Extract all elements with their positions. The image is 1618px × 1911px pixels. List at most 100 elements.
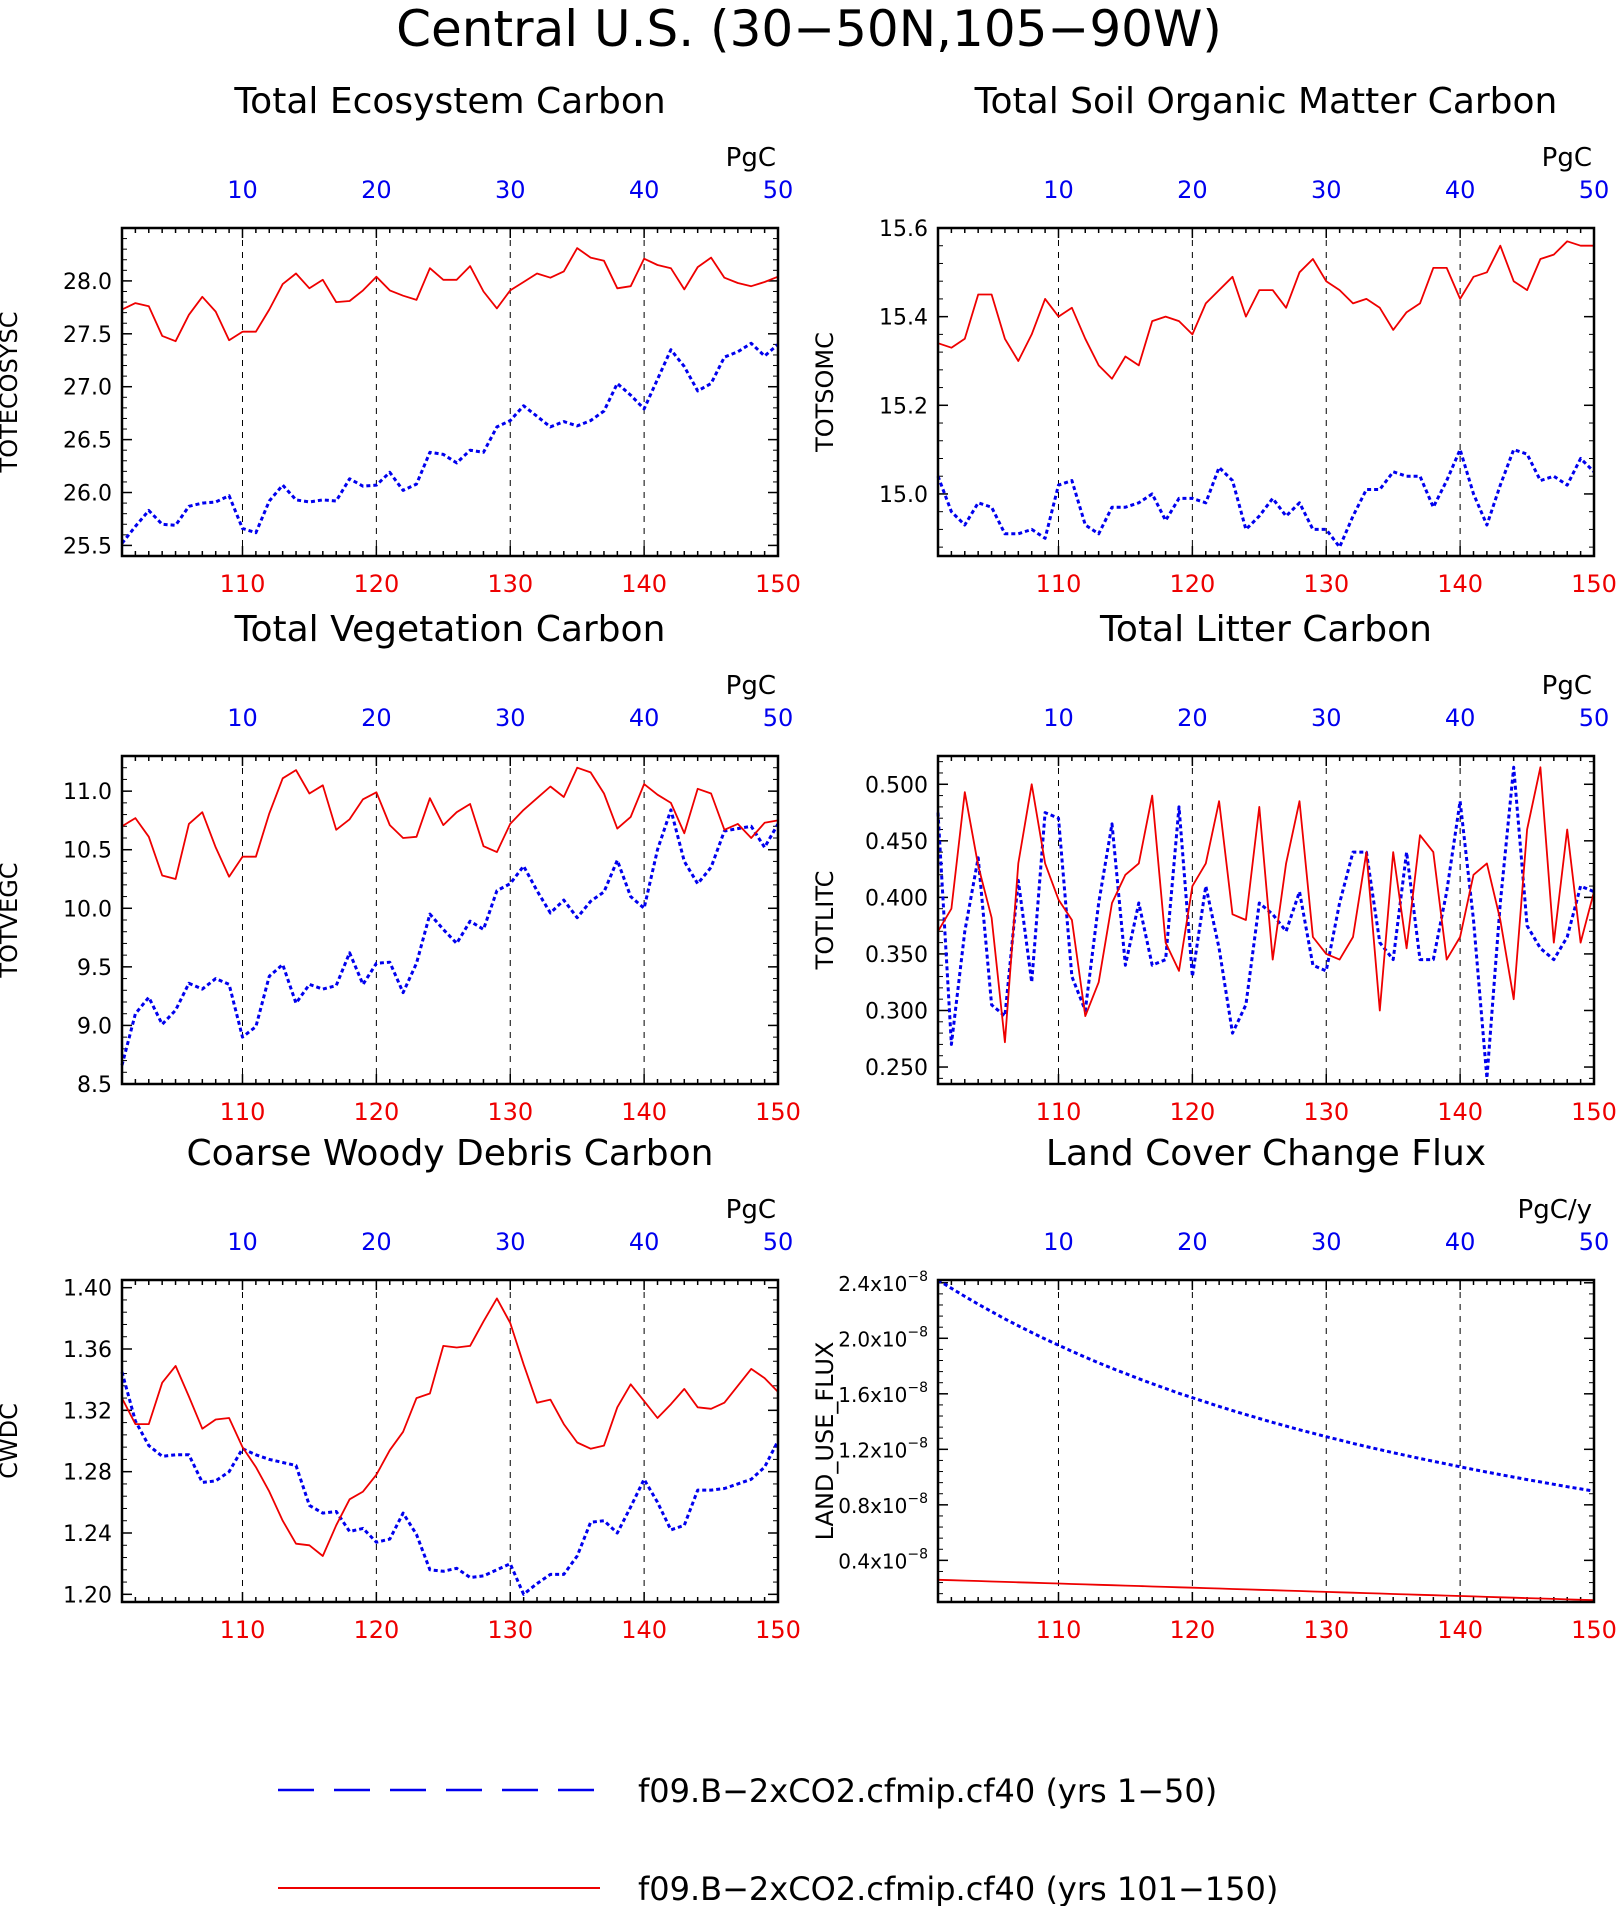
plot-frame: [936, 1278, 1596, 1604]
series-line-yrs-101-150: [937, 240, 1594, 380]
y-tick-label: 0.500: [865, 773, 928, 798]
x-bottom-tick-label: 120: [1169, 1098, 1215, 1126]
x-top-tick-label: 30: [495, 176, 526, 204]
x-top-tick-label: 50: [1579, 1228, 1610, 1256]
y-tick-label: 11.0: [63, 780, 112, 805]
y-tick-label: 0.4x10−8: [838, 1546, 928, 1573]
x-top-tick-label: 10: [1043, 176, 1074, 204]
plot-frame: [120, 754, 780, 1086]
y-tick-label: 15.6: [879, 217, 928, 242]
y-tick-mantissa: 2.4x10: [838, 1272, 907, 1296]
x-top-tick-label: 30: [1311, 1228, 1342, 1256]
legend: f09.B−2xCO2.cfmip.cf40 (yrs 1−50) f09.B−…: [278, 1772, 1278, 1908]
chart-panel: Land Cover Change Flux PgC/y 110 120 130 140 1…: [811, 1133, 1617, 1644]
chart-panels: Total Ecosystem Carbon PgC 110 120 130 140 150…: [0, 81, 1617, 1644]
x-top-tick-label: 20: [361, 704, 392, 732]
x-top-tick-label: 40: [1445, 176, 1476, 204]
series-line-yrs-1-50: [937, 1278, 1595, 1493]
x-bottom-tick-label: 150: [755, 1616, 801, 1644]
y-tick-label: 15.2: [879, 394, 928, 419]
y-tick-mantissa: 0.4x10: [838, 1549, 907, 1573]
y-tick-label: 27.5: [63, 323, 112, 348]
units-label: PgC: [726, 671, 776, 701]
y-tick-label: 8.5: [77, 1073, 112, 1098]
x-bottom-tick-label: 130: [487, 1616, 533, 1644]
x-top-tick-label: 20: [1177, 704, 1208, 732]
x-bottom-tick-label: 130: [487, 1098, 533, 1126]
x-bottom-tick-label: 130: [1303, 570, 1349, 598]
x-bottom-tick-label: 120: [353, 1616, 399, 1644]
y-tick-mantissa: 2.0x10: [838, 1327, 907, 1351]
x-bottom-tick-label: 150: [1571, 1616, 1617, 1644]
chart-title: Total Vegetation Carbon: [234, 609, 666, 650]
series-line-yrs-1-50: [936, 765, 1595, 1080]
y-tick-mantissa: 1.2x10: [838, 1438, 907, 1462]
x-bottom-tick-label: 130: [1303, 1098, 1349, 1126]
y-axis-label: TOTVEGC: [0, 862, 23, 978]
y-tick-label: 9.5: [77, 956, 112, 981]
x-top-tick-label: 20: [1177, 1228, 1208, 1256]
units-label: PgC: [1542, 671, 1592, 701]
x-bottom-tick-label: 140: [1437, 1098, 1483, 1126]
y-tick-exponent: −8: [907, 1435, 928, 1451]
x-top-tick-label: 20: [1177, 176, 1208, 204]
y-axis-label: TOTECOSYSC: [0, 312, 23, 474]
x-top-tick-label: 40: [1445, 704, 1476, 732]
plot-frame: [120, 1278, 780, 1604]
y-tick-exponent: −8: [907, 1491, 928, 1507]
x-top-tick-label: 50: [763, 704, 794, 732]
chart-title: Total Soil Organic Matter Carbon: [974, 81, 1558, 122]
page-title: Central U.S. (30−50N,105−90W): [396, 0, 1222, 58]
y-tick-label: 10.5: [63, 839, 112, 864]
x-top-tick-label: 10: [227, 176, 258, 204]
y-tick-label: 1.2x10−8: [838, 1435, 928, 1462]
x-bottom-tick-label: 140: [621, 1098, 667, 1126]
x-top-tick-label: 10: [1043, 704, 1074, 732]
x-bottom-tick-label: 110: [220, 570, 266, 598]
y-tick-label: 9.0: [77, 1014, 112, 1039]
y-tick-label: 27.0: [63, 376, 112, 401]
y-tick-label: 1.36: [63, 1338, 112, 1363]
y-tick-label: 1.24: [63, 1522, 112, 1547]
chart-title: Coarse Woody Debris Carbon: [187, 1133, 714, 1174]
x-top-tick-label: 50: [763, 176, 794, 204]
x-top-tick-label: 30: [495, 704, 526, 732]
plot-frame: [120, 226, 780, 558]
x-bottom-tick-label: 150: [1571, 1098, 1617, 1126]
y-tick-label: 26.0: [63, 482, 112, 507]
x-bottom-tick-label: 140: [621, 570, 667, 598]
y-tick-label: 1.32: [63, 1399, 112, 1424]
x-bottom-tick-label: 130: [487, 570, 533, 598]
series-line-yrs-101-150: [937, 766, 1595, 1044]
x-top-tick-label: 10: [227, 1228, 258, 1256]
units-label: PgC: [726, 1195, 776, 1225]
x-top-tick-label: 50: [1579, 704, 1610, 732]
chart-panel: Total Vegetation Carbon PgC 110 120 130 140 15…: [0, 609, 801, 1126]
x-bottom-tick-label: 110: [220, 1098, 266, 1126]
y-axis-label: TOTSOMC: [811, 332, 839, 453]
y-tick-label: 15.4: [879, 306, 928, 331]
plot-frame: [936, 754, 1596, 1086]
y-tick-label: 0.250: [865, 1056, 928, 1081]
x-bottom-tick-label: 130: [1303, 1616, 1349, 1644]
x-bottom-tick-label: 110: [1036, 1098, 1082, 1126]
x-top-tick-label: 10: [1043, 1228, 1074, 1256]
x-bottom-tick-label: 150: [755, 570, 801, 598]
series-line-yrs-1-50: [120, 808, 780, 1066]
x-bottom-tick-label: 120: [353, 1098, 399, 1126]
x-bottom-tick-label: 140: [1437, 570, 1483, 598]
y-tick-label: 0.450: [865, 830, 928, 855]
y-tick-exponent: −8: [907, 1269, 928, 1285]
x-bottom-tick-label: 140: [621, 1616, 667, 1644]
y-tick-label: 0.300: [865, 999, 928, 1024]
x-top-tick-label: 10: [227, 704, 258, 732]
series-line-yrs-1-50: [936, 448, 1596, 549]
x-bottom-tick-label: 120: [1169, 1616, 1215, 1644]
plot-frame: [936, 226, 1596, 558]
units-label: PgC/y: [1518, 1195, 1592, 1225]
x-top-tick-label: 40: [629, 1228, 660, 1256]
x-bottom-tick-label: 110: [1036, 570, 1082, 598]
y-tick-label: 0.350: [865, 943, 928, 968]
x-top-tick-label: 30: [495, 1228, 526, 1256]
